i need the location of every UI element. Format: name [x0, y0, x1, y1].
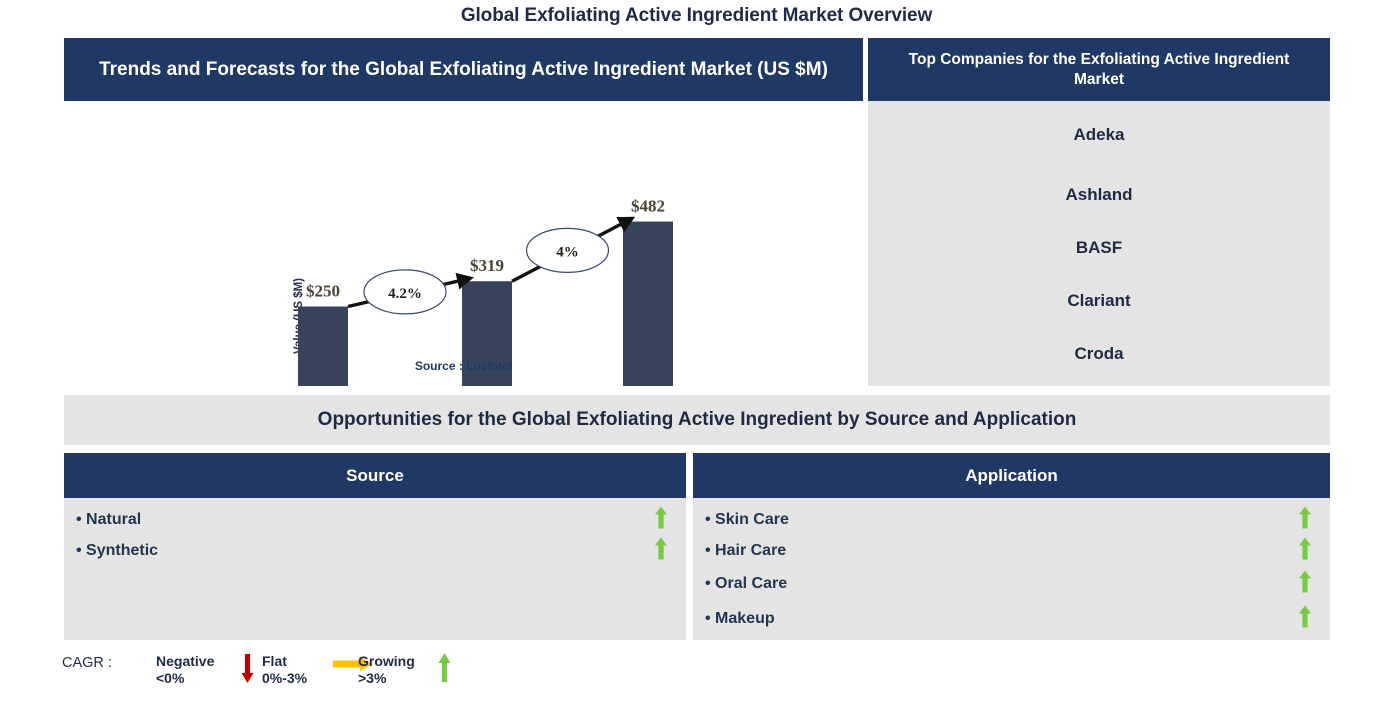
legend-flat-name: Flat [262, 653, 287, 669]
companies-panel-header: Top Companies for the Exfoliating Active… [868, 38, 1330, 101]
application-panel: Application • Skin Care • Hair Care [693, 453, 1330, 640]
company-item: BASF [1075, 238, 1123, 257]
source-list: • Natural • Synthetic [64, 498, 686, 640]
source-item-label: • Synthetic [76, 542, 159, 559]
arrow-right-icon [333, 656, 373, 677]
source-item-label: • Natural [76, 511, 142, 528]
market-bar-chart: Value (US $M) $250 $319 $482 [64, 101, 863, 386]
bar-2035 [623, 221, 673, 386]
bar-value-label-2025: $319 [470, 256, 504, 275]
bar-value-label-2035: $482 [631, 197, 665, 216]
arrow-up-icon [1298, 570, 1312, 599]
cagr-bubble-2-label: 4% [556, 244, 579, 260]
companies-list: Adeka Ashland BASF Clariant Croda [868, 101, 1330, 386]
arrow-up-icon [654, 506, 668, 535]
top-companies-panel: Top Companies for the Exfoliating Active… [868, 38, 1330, 386]
list-item: • Natural [64, 504, 686, 536]
arrow-up-icon [1298, 506, 1312, 535]
cagr-bubble-2 [525, 227, 610, 273]
list-item: • Makeup [693, 603, 1330, 635]
application-item-label: • Makeup [705, 610, 775, 627]
arrow-up-icon [1298, 605, 1312, 634]
arrow-down-icon [240, 653, 255, 689]
application-item-label: • Oral Care [705, 575, 788, 592]
opportunities-banner: Opportunities for the Global Exfoliating… [64, 395, 1330, 445]
legend-negative-name: Negative [156, 653, 215, 669]
bar-chart-svg: Value (US $M) $250 $319 $482 [293, 197, 673, 386]
trends-forecasts-panel: Trends and Forecasts for the Global Exfo… [64, 38, 863, 386]
page-title: Global Exfoliating Active Ingredient Mar… [460, 5, 933, 26]
cagr-bubble-1-label: 4.2% [388, 286, 422, 302]
list-item: • Hair Care [693, 535, 1330, 567]
chart-source-note: Source : Lucintel [414, 359, 513, 373]
cagr-legend: CAGR : Negative <0% Flat 0%-3% Growing >… [62, 650, 482, 698]
legend-growing-name: Growing [358, 653, 415, 669]
bar-2019 [298, 306, 348, 386]
company-item: Adeka [1073, 125, 1125, 144]
cagr-legend-title: CAGR : [62, 655, 112, 671]
list-item: • Skin Care [693, 504, 1330, 536]
arrow-up-icon [654, 537, 668, 566]
bar-value-label-2019: $250 [306, 281, 340, 300]
bar-2025 [462, 281, 512, 386]
legend-negative-range: <0% [156, 670, 185, 686]
company-item: Ashland [1065, 185, 1133, 204]
application-list: • Skin Care • Hair Care • Oral Care [693, 498, 1330, 640]
application-column-header: Application [693, 453, 1330, 498]
list-item: • Synthetic [64, 535, 686, 567]
list-item: • Oral Care [693, 568, 1330, 600]
arrow-up-icon [437, 652, 452, 688]
cagr-bubble-1 [363, 269, 447, 315]
application-item-label: • Skin Care [705, 511, 789, 528]
legend-growing-range: >3% [358, 670, 387, 686]
legend-flat-range: 0%-3% [262, 670, 308, 686]
source-panel: Source • Natural • Synthetic [64, 453, 686, 640]
source-column-header: Source [64, 453, 686, 498]
arrow-up-icon [1298, 537, 1312, 566]
trends-panel-header: Trends and Forecasts for the Global Exfo… [64, 38, 863, 101]
application-item-label: • Hair Care [705, 542, 787, 559]
company-item: Croda [1074, 344, 1124, 363]
company-item: Clariant [1067, 291, 1131, 310]
